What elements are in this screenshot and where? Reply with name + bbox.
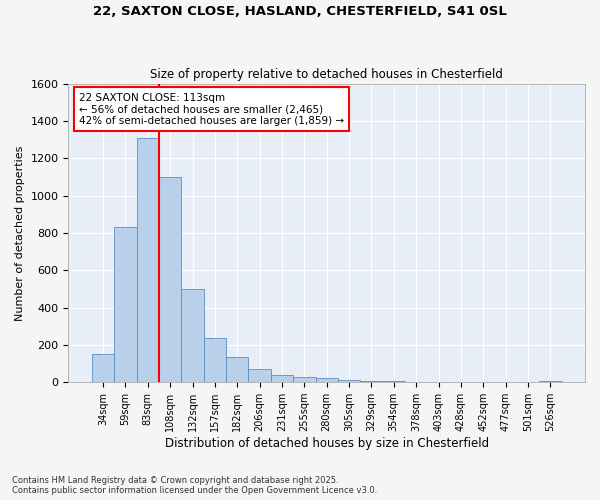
Bar: [137, 138, 159, 382]
Bar: [226, 357, 248, 382]
Text: 22, SAXTON CLOSE, HASLAND, CHESTERFIELD, S41 0SL: 22, SAXTON CLOSE, HASLAND, CHESTERFIELD,…: [93, 5, 507, 18]
Bar: [293, 377, 316, 382]
Y-axis label: Number of detached properties: Number of detached properties: [15, 145, 25, 320]
Bar: [248, 369, 271, 382]
Bar: [159, 177, 181, 382]
Bar: [92, 354, 114, 382]
Bar: [181, 289, 204, 382]
Bar: [338, 380, 360, 382]
Bar: [204, 338, 226, 382]
Text: 22 SAXTON CLOSE: 113sqm
← 56% of detached houses are smaller (2,465)
42% of semi: 22 SAXTON CLOSE: 113sqm ← 56% of detache…: [79, 92, 344, 126]
Bar: [114, 228, 137, 382]
Bar: [360, 380, 383, 382]
Title: Size of property relative to detached houses in Chesterfield: Size of property relative to detached ho…: [150, 68, 503, 81]
Text: Contains HM Land Registry data © Crown copyright and database right 2025.
Contai: Contains HM Land Registry data © Crown c…: [12, 476, 377, 495]
Bar: [271, 375, 293, 382]
Bar: [316, 378, 338, 382]
X-axis label: Distribution of detached houses by size in Chesterfield: Distribution of detached houses by size …: [164, 437, 489, 450]
Bar: [539, 380, 562, 382]
